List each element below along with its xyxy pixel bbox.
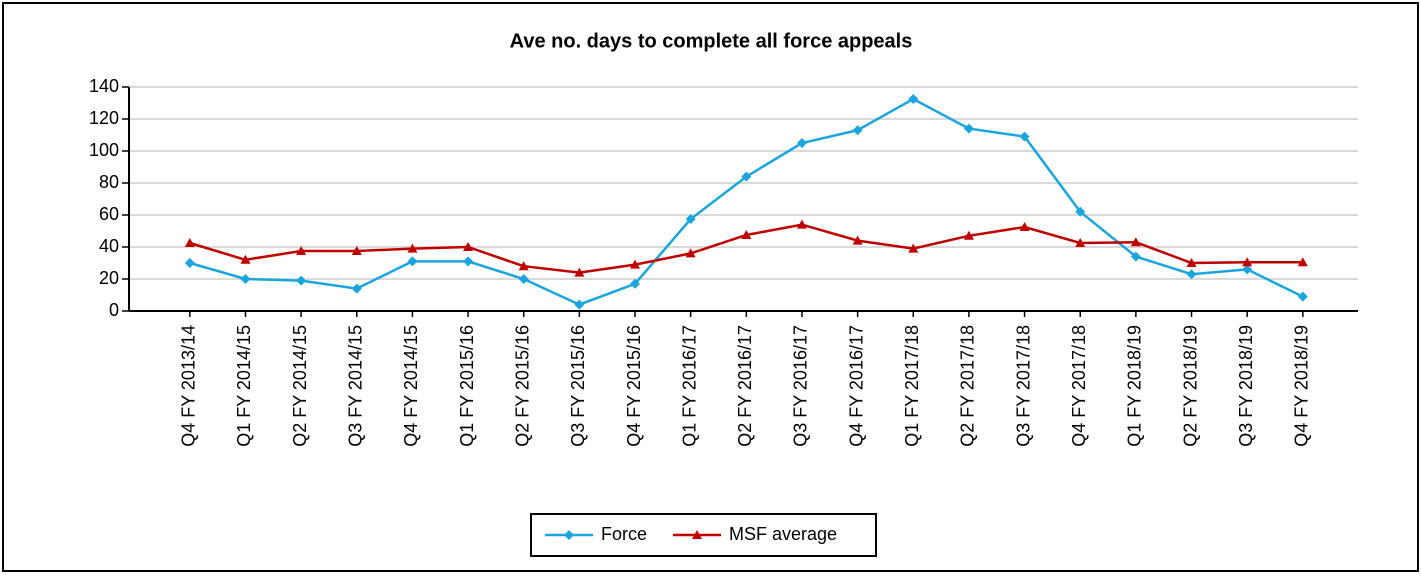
point [1019, 131, 1030, 142]
y-tick-label: 80 [99, 172, 119, 192]
point [184, 258, 195, 268]
point [1130, 237, 1141, 247]
point [1186, 258, 1197, 267]
point [796, 219, 807, 229]
y-tick-label: 140 [89, 76, 119, 96]
point [908, 94, 919, 104]
point [1242, 264, 1253, 275]
point [963, 230, 974, 240]
point [852, 235, 863, 245]
point [407, 243, 418, 253]
chart-title: Ave no. days to complete all force appea… [510, 30, 913, 52]
x-tick-label: Q2 FY 2015/16 [512, 325, 532, 447]
point [351, 246, 362, 255]
y-tick-label: 40 [99, 236, 119, 256]
point [240, 254, 251, 264]
x-tick-label: Q1 FY 2014/15 [234, 325, 254, 447]
point [1075, 238, 1086, 247]
point [518, 274, 529, 284]
point [184, 238, 195, 247]
point [463, 256, 474, 267]
x-tick-label: Q4 FY 2015/16 [624, 325, 644, 447]
point [1186, 269, 1197, 280]
x-tick-label: Q2 FY 2017/18 [958, 325, 978, 447]
point [463, 242, 474, 251]
point [1019, 222, 1030, 231]
x-tick-label: Q3 FY 2014/15 [346, 325, 366, 447]
point [741, 230, 752, 239]
x-tick-label: Q3 FY 2015/16 [568, 325, 588, 447]
x-tick-label: Q3 FY 2016/17 [791, 325, 811, 447]
point [692, 530, 703, 539]
point [796, 138, 807, 148]
point [351, 283, 362, 294]
point [518, 261, 529, 271]
point [1075, 206, 1086, 217]
point [685, 248, 696, 258]
x-tick-label: Q1 FY 2015/16 [457, 325, 477, 447]
point [1297, 291, 1308, 302]
x-tick-label: Q2 FY 2014/15 [290, 325, 310, 447]
point [630, 278, 641, 289]
x-tick-label: Q1 FY 2016/17 [679, 325, 699, 447]
point [685, 214, 696, 224]
x-tick-label: Q4 FY 2017/18 [1069, 325, 1089, 447]
point [852, 125, 863, 136]
x-tick-label: Q4 FY 2014/15 [401, 325, 421, 447]
y-tick-label: 20 [99, 268, 119, 288]
x-tick-label: Q3 FY 2017/18 [1013, 325, 1033, 447]
point [574, 267, 585, 277]
point [741, 171, 752, 182]
point [1130, 251, 1141, 262]
point [1242, 257, 1253, 267]
x-tick-label: Q2 FY 2018/19 [1180, 325, 1200, 447]
x-tick-label: Q2 FY 2016/17 [735, 325, 755, 447]
x-tick-label: Q3 FY 2018/19 [1236, 325, 1256, 447]
point [296, 246, 307, 255]
point [630, 259, 641, 269]
y-tick-label: 60 [99, 204, 119, 224]
x-tick-label: Q4 FY 2018/19 [1292, 325, 1312, 447]
legend-label: MSF average [729, 524, 837, 544]
point [574, 299, 585, 310]
x-tick-label: Q1 FY 2017/18 [902, 325, 922, 447]
point [407, 256, 418, 267]
y-tick-label: 120 [89, 108, 119, 128]
point [240, 274, 251, 284]
point [564, 530, 574, 540]
y-tick-label: 100 [89, 140, 119, 160]
x-tick-label: Q1 FY 2018/19 [1125, 325, 1145, 447]
point [908, 243, 919, 253]
legend-label: Force [601, 524, 647, 544]
point [1297, 257, 1308, 267]
point [296, 275, 307, 286]
x-tick-label: Q4 FY 2016/17 [846, 325, 866, 447]
y-tick-label: 0 [109, 300, 119, 320]
x-tick-label: Q4 FY 2013/14 [179, 325, 199, 447]
point [963, 123, 974, 134]
